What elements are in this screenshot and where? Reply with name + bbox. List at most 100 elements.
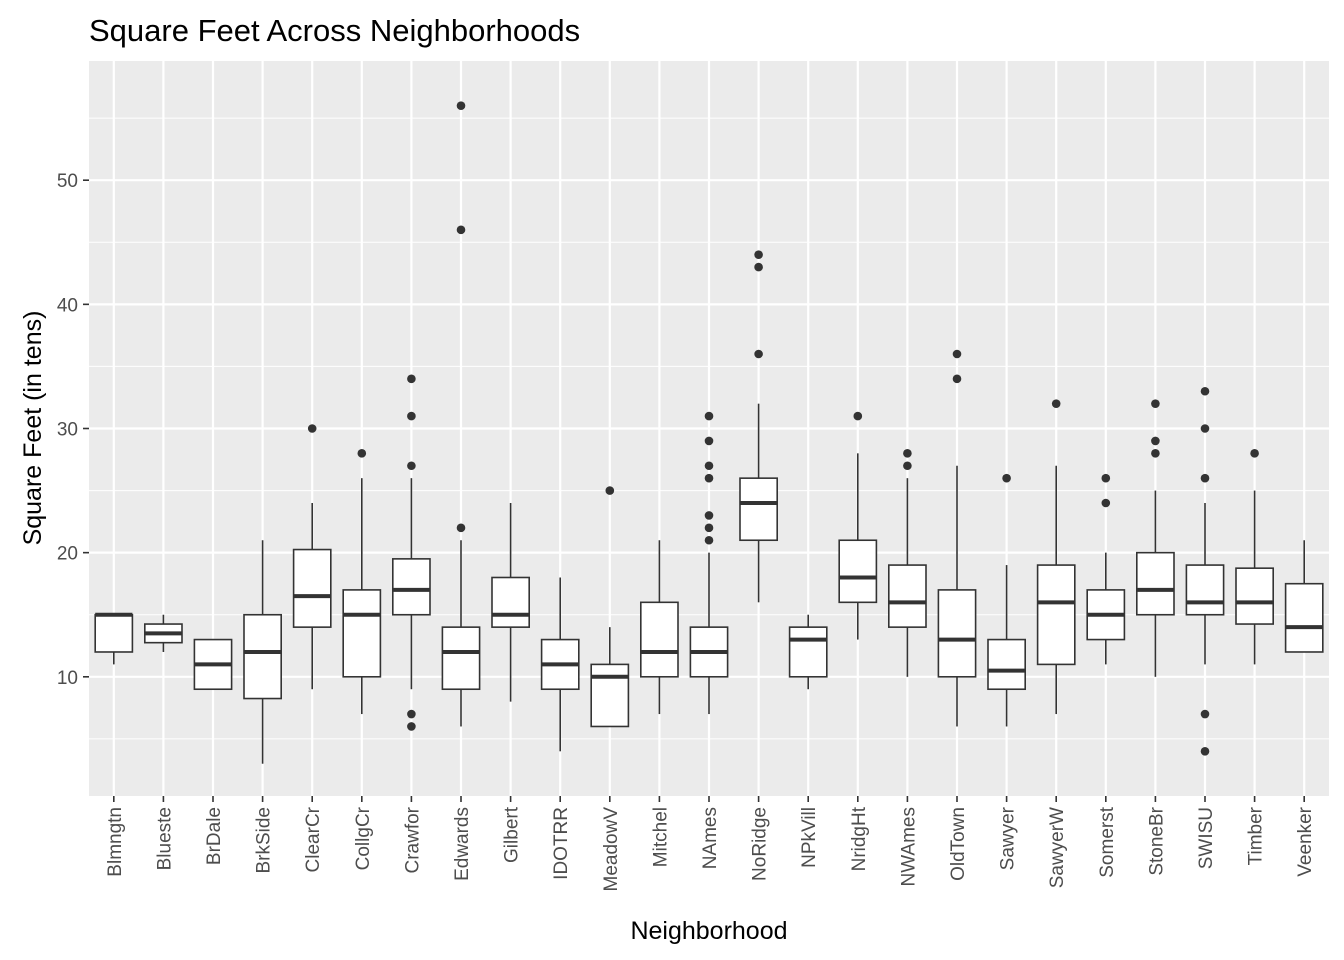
outlier-point [1200,747,1210,756]
box-mitchel [639,540,679,715]
outlier-point [754,262,763,272]
box-sawyerw [1036,399,1076,715]
x-tick-label: Veenker [1295,806,1316,876]
outlier-point [704,511,714,520]
outlier-point [903,449,912,458]
x-tick-label: NoRidge [750,807,771,881]
box-iqr [1185,564,1225,616]
outlier-point [407,374,416,384]
box-iqr [1235,567,1275,625]
box-iqr [391,558,431,616]
box-veenker [1284,540,1324,653]
outlier-point [1151,436,1160,446]
y-tick-label: 40 [57,295,78,316]
outlier-point [1051,399,1061,408]
box-iqr [1284,582,1324,653]
x-tick-label: Gilbert [502,806,523,863]
outlier-point [456,523,466,533]
x-tick-label: Crawfor [402,806,423,873]
outlier-point [704,535,714,545]
box-edwards [441,101,481,727]
box-nwames [887,449,927,677]
box-names [689,411,729,715]
outlier-point [1002,473,1011,483]
outlier-point [704,436,714,446]
outlier-point [754,349,763,359]
box-sawyer [987,473,1027,727]
box-somerst [1086,473,1126,665]
box-brkside [243,540,283,764]
outlier-point [1200,386,1210,396]
outlier-point [754,250,763,259]
box-oldtown [937,349,977,727]
box-iqr [1136,551,1175,616]
x-tick-label: NridgHt [849,806,870,871]
box-swisu [1185,386,1225,756]
x-tick-label: NAmes [700,807,721,869]
box-iqr [887,564,927,628]
outlier-point [407,709,416,719]
outlier-point [853,411,863,421]
outlier-point [1200,473,1210,483]
x-axis: Blmngtn Blueste BrDale BrkSide ClearCr CollgC… [105,796,1316,892]
outlier-point [307,424,317,433]
outlier-point [605,486,615,495]
box-iqr [788,626,828,678]
x-tick-label: OldTown [948,807,969,881]
y-axis-title: Square Feet (in tens) [19,311,47,546]
box-iqr [292,548,332,628]
box-iqr [1036,564,1076,666]
box-iqr [441,626,481,691]
box-iqr [739,477,779,542]
x-tick-label: Sawyer [998,806,1019,870]
outlier-point [1250,449,1259,458]
box-blueste [144,614,183,652]
box-brdale [193,638,233,691]
outlier-point [704,523,714,533]
outlier-point [952,349,962,359]
box-nridght [838,411,878,640]
y-axis: 10 20 30 40 50 [57,171,89,689]
x-tick-label: CollgCr [353,806,374,870]
box-collgcr [342,449,382,715]
y-tick-label: 50 [57,171,78,192]
box-iqr [342,589,382,678]
outlier-point [1101,473,1111,483]
x-tick-label: SWISU [1196,807,1217,869]
box-gilbert [491,502,531,702]
outlier-point [1200,424,1210,433]
y-tick-label: 30 [57,420,78,441]
outlier-point [704,461,714,471]
outlier-point [407,461,416,471]
outlier-point [357,449,367,458]
x-tick-label: Timber [1246,806,1267,865]
x-tick-label: Blmngtn [105,807,126,877]
box-blmngtn [94,612,134,665]
x-tick-label: StoneBr [1146,806,1167,875]
x-tick-label: SawyerW [1047,807,1068,888]
outlier-point [903,461,912,471]
box-iqr [491,576,531,628]
box-meadowv [590,486,630,728]
x-tick-label: NPkVill [799,807,820,868]
box-idotrr [540,577,580,752]
box-iqr [243,613,283,700]
outlier-point [407,411,416,421]
x-tick-label: MeadowV [601,807,622,892]
x-tick-label: Mitchel [650,807,671,867]
outlier-point [407,722,416,731]
x-tick-label: NWAmes [898,807,919,887]
chart-title: Square Feet Across Neighborhoods [89,13,580,48]
box-iqr [94,613,134,653]
box-iqr [590,663,630,728]
box-timber [1235,449,1275,665]
boxes-layer [94,101,1324,764]
x-tick-label: BrkSide [254,807,275,874]
x-tick-label: BrDale [204,807,225,865]
box-stonebr [1136,399,1175,677]
y-tick-label: 10 [57,668,78,689]
box-crawfor [391,374,431,731]
x-axis-title: Neighborhood [630,917,787,945]
x-tick-label: Edwards [452,807,473,881]
